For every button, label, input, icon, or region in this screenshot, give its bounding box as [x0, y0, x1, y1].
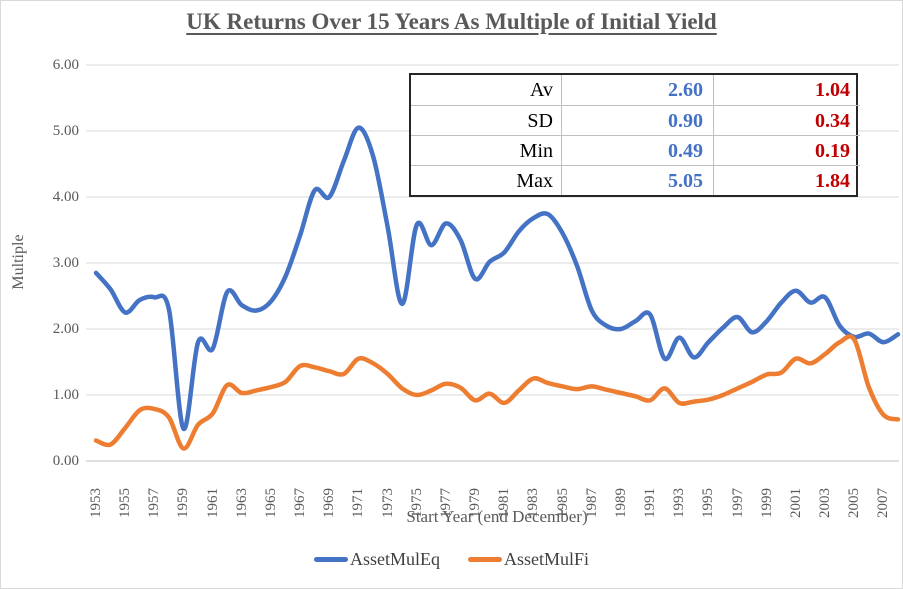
stat-label-sd: SD	[411, 105, 561, 135]
x-tick-label: 1953	[88, 488, 104, 518]
stat-eq-av: 2.60	[561, 75, 713, 105]
chart-title: UK Returns Over 15 Years As Multiple of …	[186, 9, 717, 34]
x-tick-label: 1957	[146, 488, 163, 518]
x-tick-label: 1959	[175, 488, 192, 518]
x-tick-label: 2001	[787, 488, 804, 518]
y-tick-label: 6.00	[52, 57, 79, 73]
stat-eq-max: 5.05	[561, 165, 713, 195]
stat-fi-av: 1.04	[713, 75, 860, 105]
stats-table: Av 2.60 1.04 SD 0.90 0.34 Min 0.49 0.19 Max 5.05 1.…	[409, 73, 860, 197]
stat-fi-min: 0.19	[713, 135, 860, 165]
x-tick-label: 2005	[846, 488, 863, 518]
y-axis-title: Multiple	[10, 234, 27, 290]
legend-label: AssetMulEq	[349, 549, 440, 569]
legend-swatch-icon	[467, 557, 502, 562]
x-tick-label: 1963	[233, 488, 250, 518]
x-tick-label: 2003	[817, 488, 834, 518]
assetmuleq-line	[93, 125, 901, 431]
y-tick-label: 0.00	[52, 453, 79, 469]
stat-label-min: Min	[411, 135, 561, 165]
stat-label-av: Av	[530, 79, 553, 101]
x-tick-label: 1997	[729, 488, 746, 518]
chart-legend: AssetMulEq AssetMulFi	[1, 549, 902, 570]
y-tick-label: 2.00	[52, 321, 79, 337]
stat-eq-sd: 0.90	[561, 105, 713, 135]
stat-eq-min: 0.49	[561, 135, 713, 165]
x-tick-label: 1955	[117, 488, 134, 518]
x-tick-label: 1961	[204, 488, 221, 518]
stat-label-max: Max	[411, 165, 561, 195]
y-tick-label: 1.00	[52, 387, 79, 403]
stat-fi-max: 1.84	[713, 165, 860, 195]
x-tick-label: 1999	[758, 488, 775, 518]
assetmulfi-line	[93, 334, 901, 451]
x-axis-title: Start Year (end December)	[406, 507, 588, 526]
legend-item-assetmulfi: AssetMulFi	[467, 549, 590, 570]
x-tick-label: 1995	[700, 488, 717, 518]
legend-label: AssetMulFi	[503, 549, 590, 569]
legend-item-assetmuleq: AssetMulEq	[313, 549, 440, 570]
y-tick-label: 3.00	[52, 255, 79, 271]
x-tick-label: 2007	[875, 488, 892, 518]
stat-fi-sd: 0.34	[713, 105, 860, 135]
y-tick-label: 4.00	[52, 189, 79, 205]
x-tick-label: 1965	[262, 488, 279, 518]
legend-swatch-icon	[313, 557, 348, 562]
y-tick-label: 5.00	[52, 123, 79, 139]
